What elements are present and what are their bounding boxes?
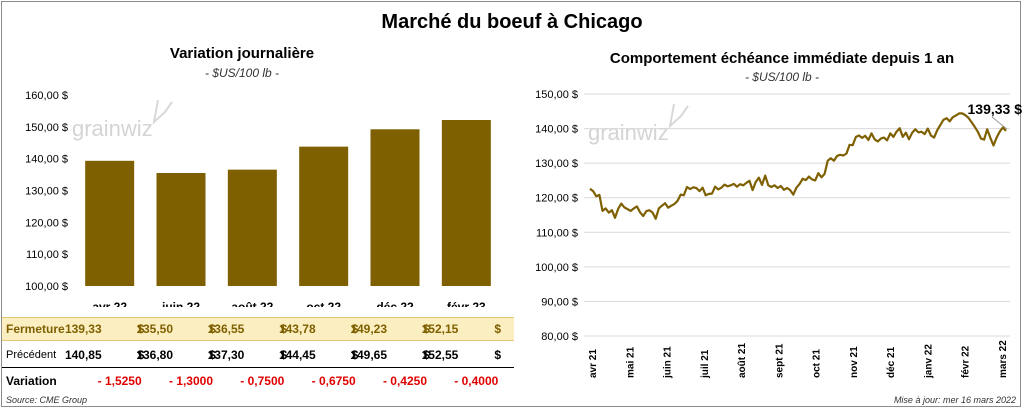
x-tick-label: oct 21 (812, 349, 823, 378)
source-note: Source: CME Group (6, 395, 88, 405)
table-cell: 143,78 (278, 322, 316, 336)
bar (299, 146, 349, 286)
x-tick-label: déc 21 (886, 346, 897, 378)
table-row: Précédent 140,85 $136,80 $137,30 $144,45 $149… (2, 343, 514, 368)
currency-symbol: $ (209, 348, 216, 362)
y-tick-label: 120,00 $ (25, 217, 68, 229)
x-tick-label: juil 21 (700, 349, 711, 379)
update-note: Mise à jour: mer 16 mars 2022 (893, 395, 1016, 405)
page-title: Marché du boeuf à Chicago (381, 11, 643, 33)
bar (156, 172, 206, 286)
x-tick-label: oct 22 (306, 300, 341, 307)
y-tick-label: 150,00 $ (25, 122, 68, 134)
bar-chart: grainwiz 100,00 $ 110,00 $ 120,00 $ 130,00 … (25, 90, 491, 307)
currency-symbol: $ (351, 322, 359, 336)
x-tick-label: janv 22 (923, 344, 934, 379)
left-chart-title: Variation journalière (169, 45, 315, 62)
table-cell: - 0,4250 (382, 374, 427, 388)
bar (85, 160, 135, 286)
currency-symbol: $ (280, 322, 288, 336)
bar (227, 169, 277, 286)
row-label: Précédent (6, 349, 57, 361)
currency-symbol: $ (423, 348, 430, 362)
table-cell: 149,23 (350, 322, 387, 336)
x-tick-label: juin 22 (161, 300, 200, 307)
table-cell: 144,45 (278, 348, 316, 362)
x-tick-label: sept 21 (774, 343, 785, 378)
y-tick-label: 100,00 $ (535, 262, 578, 274)
x-tick-label: juin 21 (663, 346, 674, 379)
bar (370, 129, 420, 286)
x-tick-label: déc 22 (376, 300, 414, 307)
table-cell: 136,55 (207, 322, 245, 336)
currency-symbol: $ (137, 322, 145, 336)
left-chart-unit: - $US/100 lb - (204, 66, 280, 80)
row-label: Fermeture (6, 322, 65, 336)
y-tick-label: 130,00 $ (25, 186, 68, 198)
y-tick-label: 140,00 $ (535, 124, 578, 136)
x-tick-label: févr 22 (961, 345, 972, 378)
x-tick-label: avr 22 (92, 300, 127, 307)
currency-symbol: $ (351, 348, 359, 362)
y-tick-label: 110,00 $ (536, 227, 578, 239)
currency-symbol: $ (423, 322, 430, 336)
y-tick-label: 90,00 $ (541, 296, 578, 308)
x-tick-label: févr 23 (447, 300, 486, 307)
y-tick-label: 120,00 $ (535, 193, 578, 205)
right-chart-unit: - $US/100 lb - (744, 70, 820, 84)
y-tick-label: 80,00 $ (541, 331, 578, 343)
row-label: Variation (6, 374, 57, 388)
table-cell: 149,65 (350, 348, 387, 362)
last-value-leader (991, 116, 1008, 130)
x-tick-label: août 21 (737, 343, 748, 378)
watermark-text: grainwiz (72, 116, 153, 141)
grainwiz-logo: grainwiz (588, 103, 689, 145)
y-tick-label: 150,00 $ (535, 89, 578, 101)
x-tick-label: avr 21 (588, 349, 599, 378)
right-chart-title: Comportement échéance immédiate depuis 1… (609, 50, 955, 67)
table-cell: 135,50 (136, 322, 173, 336)
table-cell: 140,85 (64, 348, 102, 362)
x-tick-label: mars 22 (998, 340, 1009, 378)
currency-symbol: $ (494, 348, 502, 362)
currency-symbol: $ (137, 348, 145, 362)
table-cell: 137,30 (207, 348, 245, 362)
y-tick-label: 140,00 $ (25, 154, 68, 166)
currency-symbol: $ (280, 348, 288, 362)
table-cell: 136,80 (136, 348, 173, 362)
currency-symbol: $ (209, 322, 216, 336)
y-tick-label: 110,00 $ (26, 249, 68, 261)
table-cell: 139,33 (64, 322, 102, 336)
series-line (589, 112, 1007, 220)
currency-symbol: $ (494, 322, 502, 336)
watermark-text: grainwiz (588, 120, 669, 145)
y-tick-label: 100,00 $ (25, 281, 68, 293)
table-cell: 152,55 (421, 348, 459, 362)
table-row: Fermeture 139,33 $135,50 $136,55 $143,78 $149… (2, 317, 514, 341)
table-cell: - 1,5250 (97, 374, 142, 388)
grainwiz-logo: grainwiz (72, 99, 173, 141)
table-cell: - 1,3000 (168, 374, 213, 388)
x-tick-label: nov 21 (849, 346, 860, 378)
table-cell: - 0,6750 (311, 374, 356, 388)
last-value-label: 139,33 $ (968, 101, 1023, 117)
table-cell: 152,15 (421, 322, 459, 336)
x-tick-label: mai 21 (625, 346, 636, 378)
table-cell: - 0,4000 (454, 374, 499, 388)
y-tick-label: 160,00 $ (25, 90, 68, 102)
table-cell: - 0,7500 (240, 374, 285, 388)
x-tick-label: août 22 (231, 300, 273, 307)
table-row: Variation - 1,5250 - 1,3000 - 0,7500 - 0,675… (2, 369, 514, 393)
bar (441, 119, 491, 286)
y-tick-label: 130,00 $ (535, 158, 578, 170)
